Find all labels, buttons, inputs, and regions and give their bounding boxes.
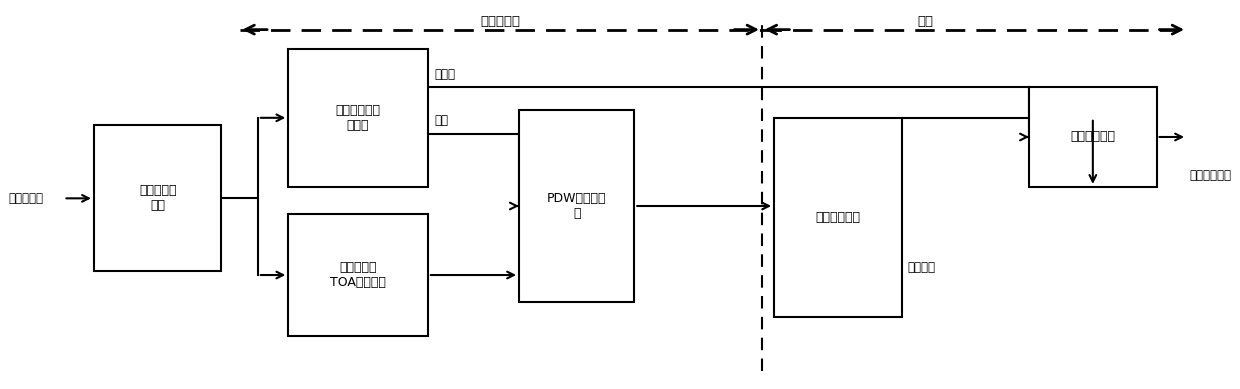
Text: 分站兼主站: 分站兼主站 [481, 15, 521, 28]
Bar [94, 126, 222, 271]
Text: 全相位测相测
频模块: 全相位测相测 频模块 [336, 104, 381, 132]
Text: PDW字生成模
块: PDW字生成模 块 [547, 192, 606, 220]
Bar [520, 110, 635, 302]
Text: 频率: 频率 [434, 114, 448, 128]
Text: 数字化信道
模块: 数字化信道 模块 [139, 184, 176, 212]
Bar [774, 118, 901, 317]
Text: 包络检波与
TOA测量模块: 包络检波与 TOA测量模块 [330, 261, 386, 289]
Text: 主站: 主站 [918, 15, 934, 28]
Bar [288, 49, 428, 187]
Bar [1029, 87, 1157, 187]
Text: 时差精测模块: 时差精测模块 [1070, 130, 1115, 144]
Text: 初相位: 初相位 [434, 68, 455, 81]
Bar [288, 214, 428, 336]
Text: 时差测量结果: 时差测量结果 [1189, 169, 1231, 182]
Text: 被检测信号: 被检测信号 [9, 192, 43, 205]
Text: 信号分选模块: 信号分选模块 [815, 211, 861, 224]
Text: 分选结果: 分选结果 [908, 261, 936, 274]
